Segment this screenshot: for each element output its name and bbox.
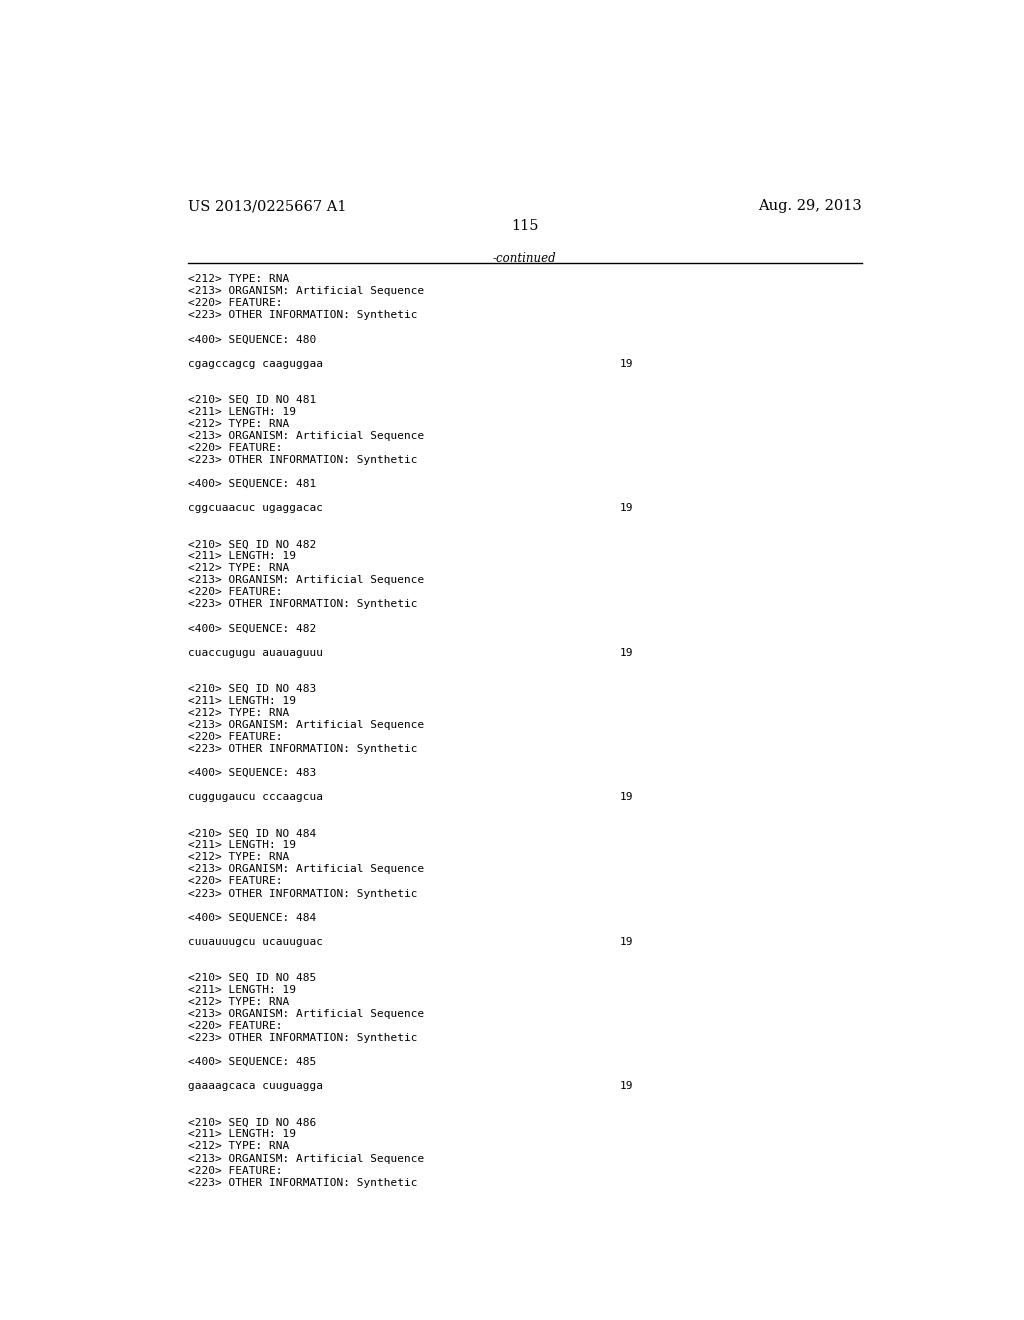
Text: <212> TYPE: RNA: <212> TYPE: RNA bbox=[187, 418, 289, 429]
Text: <223> OTHER INFORMATION: Synthetic: <223> OTHER INFORMATION: Synthetic bbox=[187, 888, 417, 899]
Text: 19: 19 bbox=[620, 648, 634, 657]
Text: <213> ORGANISM: Artificial Sequence: <213> ORGANISM: Artificial Sequence bbox=[187, 865, 424, 874]
Text: <220> FEATURE:: <220> FEATURE: bbox=[187, 298, 282, 309]
Text: <220> FEATURE:: <220> FEATURE: bbox=[187, 444, 282, 453]
Text: cuggugaucu cccaagcua: cuggugaucu cccaagcua bbox=[187, 792, 323, 803]
Text: <213> ORGANISM: Artificial Sequence: <213> ORGANISM: Artificial Sequence bbox=[187, 576, 424, 585]
Text: <211> LENGTH: 19: <211> LENGTH: 19 bbox=[187, 696, 296, 706]
Text: <211> LENGTH: 19: <211> LENGTH: 19 bbox=[187, 407, 296, 417]
Text: <212> TYPE: RNA: <212> TYPE: RNA bbox=[187, 275, 289, 284]
Text: <400> SEQUENCE: 480: <400> SEQUENCE: 480 bbox=[187, 334, 315, 345]
Text: <210> SEQ ID NO 483: <210> SEQ ID NO 483 bbox=[187, 684, 315, 694]
Text: <400> SEQUENCE: 481: <400> SEQUENCE: 481 bbox=[187, 479, 315, 488]
Text: <212> TYPE: RNA: <212> TYPE: RNA bbox=[187, 1142, 289, 1151]
Text: -continued: -continued bbox=[493, 252, 557, 265]
Text: cuuauuugcu ucauuguac: cuuauuugcu ucauuguac bbox=[187, 937, 323, 946]
Text: <212> TYPE: RNA: <212> TYPE: RNA bbox=[187, 853, 289, 862]
Text: <210> SEQ ID NO 484: <210> SEQ ID NO 484 bbox=[187, 829, 315, 838]
Text: 19: 19 bbox=[620, 792, 634, 803]
Text: <211> LENGTH: 19: <211> LENGTH: 19 bbox=[187, 1130, 296, 1139]
Text: cuaccugugu auauaguuu: cuaccugugu auauaguuu bbox=[187, 648, 323, 657]
Text: <223> OTHER INFORMATION: Synthetic: <223> OTHER INFORMATION: Synthetic bbox=[187, 1034, 417, 1043]
Text: <210> SEQ ID NO 481: <210> SEQ ID NO 481 bbox=[187, 395, 315, 405]
Text: <211> LENGTH: 19: <211> LENGTH: 19 bbox=[187, 552, 296, 561]
Text: <223> OTHER INFORMATION: Synthetic: <223> OTHER INFORMATION: Synthetic bbox=[187, 744, 417, 754]
Text: <213> ORGANISM: Artificial Sequence: <213> ORGANISM: Artificial Sequence bbox=[187, 430, 424, 441]
Text: cggcuaacuc ugaggacac: cggcuaacuc ugaggacac bbox=[187, 503, 323, 513]
Text: US 2013/0225667 A1: US 2013/0225667 A1 bbox=[187, 199, 346, 213]
Text: 19: 19 bbox=[620, 937, 634, 946]
Text: <220> FEATURE:: <220> FEATURE: bbox=[187, 1166, 282, 1176]
Text: 19: 19 bbox=[620, 1081, 634, 1092]
Text: <223> OTHER INFORMATION: Synthetic: <223> OTHER INFORMATION: Synthetic bbox=[187, 455, 417, 465]
Text: <210> SEQ ID NO 485: <210> SEQ ID NO 485 bbox=[187, 973, 315, 983]
Text: <212> TYPE: RNA: <212> TYPE: RNA bbox=[187, 708, 289, 718]
Text: <223> OTHER INFORMATION: Synthetic: <223> OTHER INFORMATION: Synthetic bbox=[187, 599, 417, 610]
Text: <211> LENGTH: 19: <211> LENGTH: 19 bbox=[187, 841, 296, 850]
Text: <400> SEQUENCE: 485: <400> SEQUENCE: 485 bbox=[187, 1057, 315, 1067]
Text: cgagccagcg caaguggaa: cgagccagcg caaguggaa bbox=[187, 359, 323, 368]
Text: 19: 19 bbox=[620, 359, 634, 368]
Text: Aug. 29, 2013: Aug. 29, 2013 bbox=[759, 199, 862, 213]
Text: <220> FEATURE:: <220> FEATURE: bbox=[187, 1020, 282, 1031]
Text: <223> OTHER INFORMATION: Synthetic: <223> OTHER INFORMATION: Synthetic bbox=[187, 1177, 417, 1188]
Text: <211> LENGTH: 19: <211> LENGTH: 19 bbox=[187, 985, 296, 995]
Text: <400> SEQUENCE: 484: <400> SEQUENCE: 484 bbox=[187, 912, 315, 923]
Text: <210> SEQ ID NO 482: <210> SEQ ID NO 482 bbox=[187, 540, 315, 549]
Text: <213> ORGANISM: Artificial Sequence: <213> ORGANISM: Artificial Sequence bbox=[187, 719, 424, 730]
Text: <210> SEQ ID NO 486: <210> SEQ ID NO 486 bbox=[187, 1117, 315, 1127]
Text: 19: 19 bbox=[620, 503, 634, 513]
Text: <213> ORGANISM: Artificial Sequence: <213> ORGANISM: Artificial Sequence bbox=[187, 286, 424, 296]
Text: <212> TYPE: RNA: <212> TYPE: RNA bbox=[187, 997, 289, 1007]
Text: <212> TYPE: RNA: <212> TYPE: RNA bbox=[187, 564, 289, 573]
Text: <213> ORGANISM: Artificial Sequence: <213> ORGANISM: Artificial Sequence bbox=[187, 1008, 424, 1019]
Text: <220> FEATURE:: <220> FEATURE: bbox=[187, 733, 282, 742]
Text: <213> ORGANISM: Artificial Sequence: <213> ORGANISM: Artificial Sequence bbox=[187, 1154, 424, 1163]
Text: <400> SEQUENCE: 483: <400> SEQUENCE: 483 bbox=[187, 768, 315, 777]
Text: <220> FEATURE:: <220> FEATURE: bbox=[187, 876, 282, 887]
Text: <220> FEATURE:: <220> FEATURE: bbox=[187, 587, 282, 598]
Text: <400> SEQUENCE: 482: <400> SEQUENCE: 482 bbox=[187, 623, 315, 634]
Text: gaaaagcaca cuuguagga: gaaaagcaca cuuguagga bbox=[187, 1081, 323, 1092]
Text: <223> OTHER INFORMATION: Synthetic: <223> OTHER INFORMATION: Synthetic bbox=[187, 310, 417, 321]
Text: 115: 115 bbox=[511, 219, 539, 234]
